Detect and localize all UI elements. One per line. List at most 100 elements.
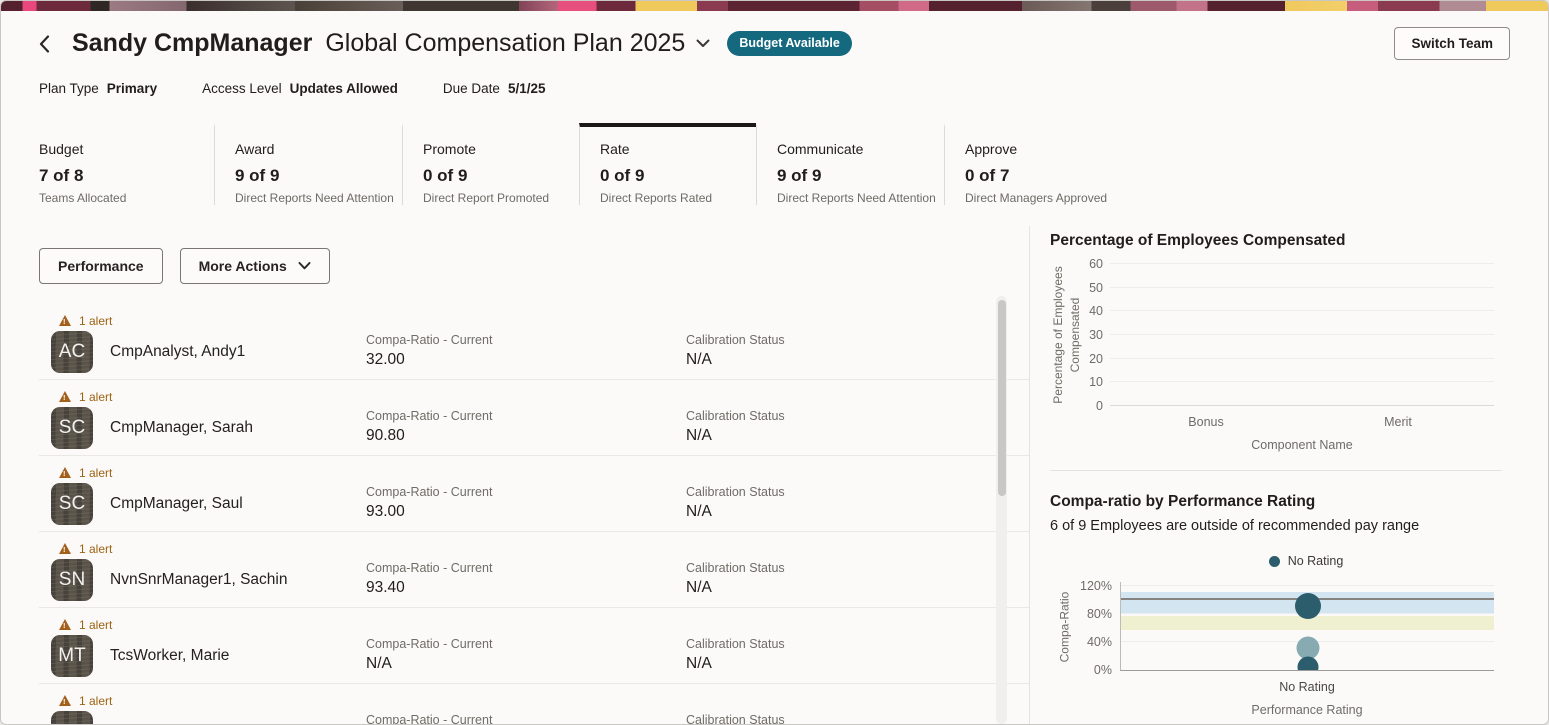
tab-award[interactable]: Award 9 of 9 Direct Reports Need Attenti… [214,123,402,205]
compa-ratio-label: Compa-Ratio - Current [366,637,493,651]
list-item[interactable]: 1 alert SC CmpManager, Saul Compa-Ratio … [39,456,1029,532]
warning-triangle-icon [59,315,71,326]
y-tick-label: 20 [1089,351,1103,366]
y-tick-label: 120% [1080,579,1112,594]
tab-budget[interactable]: Budget 7 of 8 Teams Allocated [39,141,127,205]
gridline [1110,405,1494,406]
switch-team-button[interactable]: Switch Team [1394,27,1510,60]
compa-ratio-value: 32.00 [366,351,405,368]
calibration-status-label: Calibration Status [686,561,785,575]
plot-area [1120,582,1494,671]
tab-approve[interactable]: Approve 0 of 7 Direct Managers Approved [944,123,1116,205]
legend-label: No Rating [1287,554,1344,568]
y-tick-label: 40% [1086,635,1112,650]
employee-name: NvnSnrManager1, Sachin [110,571,288,588]
list-toolbar: Performance More Actions [39,248,1029,284]
page-header: Sandy CmpManager Global Compensation Pla… [39,27,1510,60]
list-item[interactable]: 1 alert AC CmpAnalyst, Andy1 Compa-Ratio… [39,304,1029,380]
avatar: AC [51,331,93,373]
plan-dropdown-button[interactable] [696,39,710,48]
list-item[interactable]: 1 alert Compa-Ratio - Current Calibratio [39,684,1029,725]
meta-label: Due Date [442,81,500,96]
alert-line: 1 alert [59,389,1029,404]
avatar [51,711,93,724]
gridline [1110,381,1494,383]
y-tick-label: 60 [1089,257,1103,271]
compa-ratio-label: Compa-Ratio - Current [366,409,493,423]
employee-name: CmpManager, Saul [110,495,243,512]
below-range-band [1121,616,1494,631]
performance-button[interactable]: Performance [39,248,163,284]
plan-name: Global Compensation Plan 2025 [325,29,686,57]
main-content: Performance More Actions 1 alert [39,226,1548,724]
meta-value: 5/1/25 [507,81,546,96]
warning-triangle-icon [59,543,71,554]
warning-triangle-icon [59,695,71,706]
chart-title: Compa-ratio by Performance Rating [1050,493,1316,510]
y-axis-ticks: 0% 40% 80% 120% [1080,579,1120,677]
meta-label: Plan Type [39,81,99,96]
x-axis-categories: No Rating [1120,680,1494,696]
calibration-status-label: Calibration Status [686,409,785,423]
y-axis-label: Compa-Ratio [1057,591,1072,662]
alert-line: 1 alert [59,465,1029,480]
meta-label: Access Level [202,81,282,96]
list-item[interactable]: 1 alert SN NvnSnrManager1, Sachin Compa-… [39,532,1029,608]
more-actions-button[interactable]: More Actions [179,248,330,284]
gridline [1110,334,1494,335]
gridline [1121,585,1494,587]
warning-triangle-icon [59,391,71,402]
y-tick-label: 0 [1096,399,1103,413]
calibration-status-value: N/A [686,503,712,520]
x-category-label: Bonus [1188,415,1224,429]
avatar: SC [51,407,93,449]
meta-value: Updates Allowed [289,81,398,96]
avatar: SC [51,483,93,525]
status-badge: Budget Available [727,31,852,56]
tab-communicate[interactable]: Communicate 9 of 9 Direct Reports Need A… [756,123,944,205]
calibration-status-label: Calibration Status [686,637,785,651]
compa-ratio-value: N/A [366,655,392,672]
warning-triangle-icon [59,467,71,478]
panel-divider [1050,470,1502,471]
alert-line: 1 alert [59,313,1029,328]
calibration-status-value: N/A [686,427,712,444]
chart-subtitle: 6 of 9 Employees are outside of recommen… [1050,518,1420,534]
tab-promote[interactable]: Promote 0 of 9 Direct Report Promoted [402,123,579,205]
y-tick-label: 30 [1089,328,1103,342]
alert-line: 1 alert [59,541,1029,556]
alert-line: 1 alert [59,617,1029,632]
calibration-status-label: Calibration Status [686,333,785,347]
x-axis-label: Performance Rating [1251,703,1363,717]
chevron-down-icon [696,39,710,47]
calibration-status-value: N/A [686,579,712,596]
compa-ratio-chart: Compa-Ratio 0% 40% 80% 120% [1050,579,1502,677]
tab-rate[interactable]: Rate 0 of 9 Direct Reports Rated [579,123,756,205]
scrollbar-thumb[interactable] [997,300,1006,496]
employee-list: 1 alert AC CmpAnalyst, Andy1 Compa-Ratio… [39,304,1029,725]
gridline [1110,310,1494,312]
compa-ratio-label: Compa-Ratio - Current [366,485,493,499]
y-axis-ticks: 0 10 20 30 40 50 60 [1084,257,1110,413]
scrollbar-track[interactable] [996,296,1007,724]
list-item[interactable]: 1 alert SC CmpManager, Sarah Compa-Ratio… [39,380,1029,456]
compa-ratio-label: Compa-Ratio - Current [366,713,493,725]
y-axis-label: Percentage of Employees Compensated [1051,266,1082,404]
chevron-left-icon [39,34,50,53]
x-category-label: Merit [1384,415,1412,429]
compa-ratio-label: Compa-Ratio - Current [366,561,493,575]
decorative-banner [1,1,1548,11]
gridline [1110,263,1494,264]
plot-area [1110,263,1494,406]
list-item[interactable]: 1 alert MT TcsWorker, Marie Compa-Ratio … [39,608,1029,684]
plan-meta: Plan Type Primary Access Level Updates All… [39,81,546,96]
calibration-status-label: Calibration Status [686,713,785,725]
y-tick-label: 10 [1089,375,1103,390]
page-title: Sandy CmpManager [72,29,313,57]
chart-title: Percentage of Employees Compensated [1050,232,1346,249]
back-button[interactable] [39,34,50,53]
compa-ratio-value: 93.40 [366,579,405,596]
gridline [1110,357,1494,359]
employee-name: TcsWorker, Marie [110,647,230,664]
